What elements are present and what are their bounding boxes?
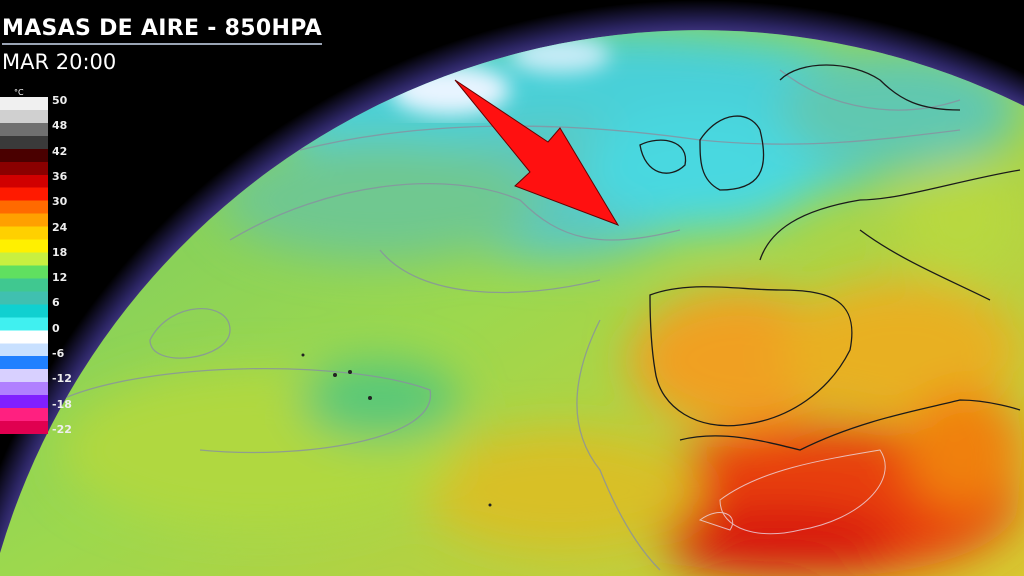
isobars [59, 69, 961, 571]
legend-unit: °C [14, 88, 24, 97]
heat-contours [698, 449, 886, 535]
legend-label: 24 [52, 220, 68, 234]
legend-label: 12 [52, 271, 68, 285]
legend-label: -12 [52, 372, 72, 386]
legend-label: 48 [52, 119, 68, 133]
coastlines [639, 64, 1021, 451]
legend-label: 50 [52, 94, 68, 107]
legend-label: 18 [52, 245, 68, 259]
legend-label: -22 [52, 422, 72, 436]
legend-label: 6 [52, 296, 60, 310]
legend-label: 36 [52, 169, 68, 183]
legend-label: -6 [52, 347, 65, 360]
legend-label: 30 [52, 195, 68, 209]
direction-arrow [454, 79, 620, 226]
legend-label: -18 [52, 397, 72, 411]
map-time: MAR 20:00 [2, 50, 117, 74]
legend-color-bar [0, 97, 48, 434]
islands [301, 353, 492, 507]
map-title: MASAS DE AIRE - 850HPA [2, 16, 322, 45]
legend-label: 0 [52, 321, 60, 335]
legend-label: 42 [52, 144, 68, 158]
